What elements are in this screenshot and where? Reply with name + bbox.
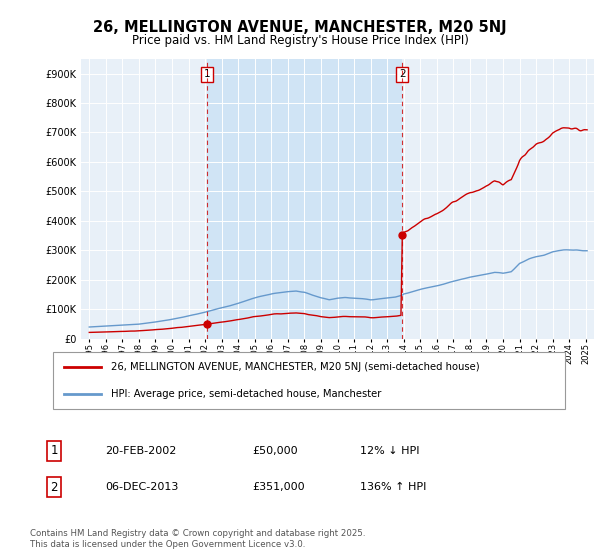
Text: 1: 1 bbox=[204, 69, 211, 79]
Text: Price paid vs. HM Land Registry's House Price Index (HPI): Price paid vs. HM Land Registry's House … bbox=[131, 34, 469, 46]
Text: 06-DEC-2013: 06-DEC-2013 bbox=[105, 482, 178, 492]
Text: 26, MELLINGTON AVENUE, MANCHESTER, M20 5NJ: 26, MELLINGTON AVENUE, MANCHESTER, M20 5… bbox=[93, 20, 507, 35]
Text: 136% ↑ HPI: 136% ↑ HPI bbox=[360, 482, 427, 492]
FancyBboxPatch shape bbox=[53, 352, 565, 409]
Text: 20-FEB-2002: 20-FEB-2002 bbox=[105, 446, 176, 456]
Text: £351,000: £351,000 bbox=[252, 482, 305, 492]
Text: 1: 1 bbox=[50, 444, 58, 458]
Bar bbox=[207, 59, 403, 339]
Text: £50,000: £50,000 bbox=[252, 446, 298, 456]
Text: 12% ↓ HPI: 12% ↓ HPI bbox=[360, 446, 419, 456]
Text: HPI: Average price, semi-detached house, Manchester: HPI: Average price, semi-detached house,… bbox=[112, 389, 382, 399]
Text: 26, MELLINGTON AVENUE, MANCHESTER, M20 5NJ (semi-detached house): 26, MELLINGTON AVENUE, MANCHESTER, M20 5… bbox=[112, 362, 480, 372]
Text: Contains HM Land Registry data © Crown copyright and database right 2025.
This d: Contains HM Land Registry data © Crown c… bbox=[30, 529, 365, 549]
Text: 2: 2 bbox=[50, 480, 58, 494]
Text: 2: 2 bbox=[399, 69, 406, 79]
